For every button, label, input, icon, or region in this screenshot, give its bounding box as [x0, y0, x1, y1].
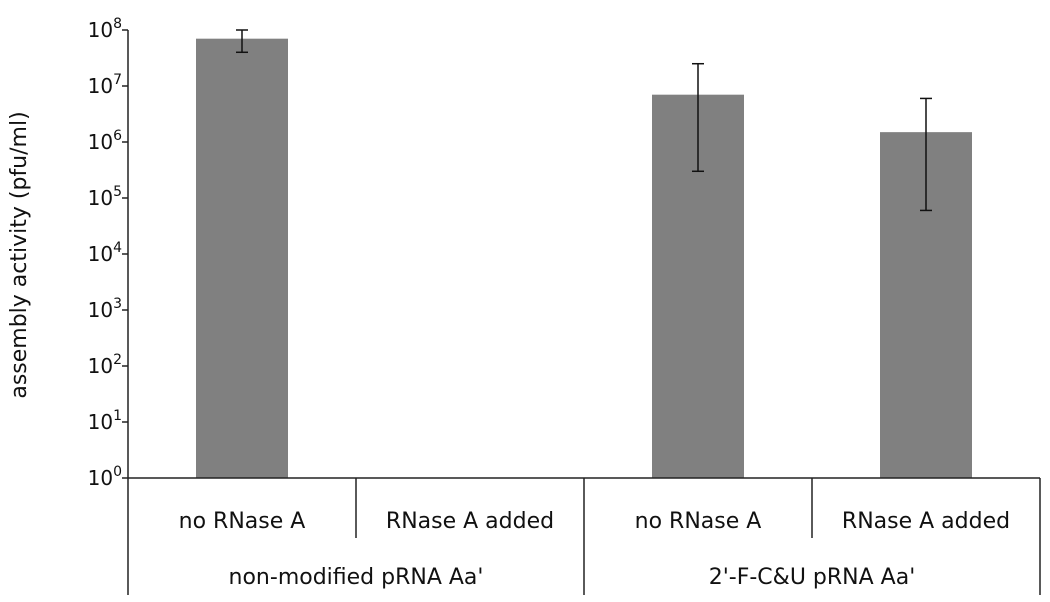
y-tick-label: 107 — [88, 72, 122, 98]
group-label: non-modified pRNA Aa' — [229, 565, 484, 590]
y-tick-label: 104 — [88, 240, 122, 266]
error-bars — [236, 29, 932, 212]
x-axis: no RNase A RNase A added no RNase A RNase A… — [127, 477, 1041, 595]
y-tick-label: 105 — [88, 184, 122, 210]
category-label: no RNase A — [179, 509, 306, 534]
group-label: 2'-F-C&U pRNA Aa' — [709, 565, 916, 590]
y-tick-label: 103 — [88, 296, 122, 322]
y-axis: 100 101 102 103 104 105 106 107 108 — [88, 16, 129, 490]
bar — [196, 38, 288, 479]
bars — [196, 38, 972, 479]
y-axis-title: assembly activity (pfu/ml) — [7, 111, 32, 398]
y-tick-label: 100 — [88, 464, 122, 490]
category-label: RNase A added — [842, 509, 1010, 534]
y-tick-label: 101 — [88, 408, 122, 434]
y-tick-label: 102 — [88, 352, 122, 378]
category-label: no RNase A — [635, 509, 762, 534]
category-label: RNase A added — [386, 509, 554, 534]
y-tick-label: 106 — [88, 128, 122, 154]
y-tick-label: 108 — [88, 16, 122, 42]
